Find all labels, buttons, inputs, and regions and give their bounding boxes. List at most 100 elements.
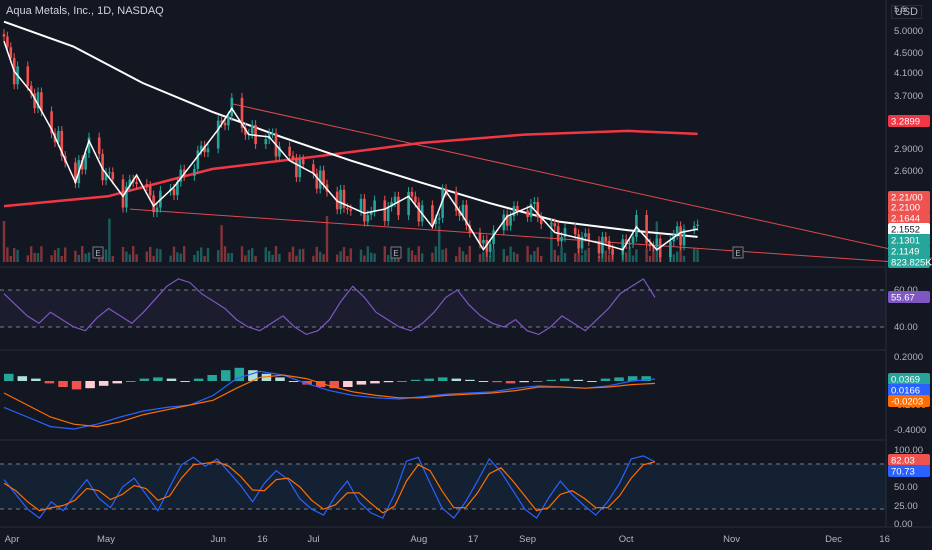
candle-body (390, 202, 393, 207)
macd-value-badge-text: -0.0203 (891, 397, 923, 408)
candle-body (431, 205, 434, 225)
volume-bar (230, 252, 233, 262)
volume-bar (366, 246, 369, 262)
macd-histogram-bar (85, 381, 95, 389)
price-badge: 2.1644 (888, 212, 930, 225)
candle-body (101, 153, 104, 181)
candle-body (121, 179, 125, 208)
stochastic-panel[interactable] (3, 455, 656, 519)
macd-histogram-bar (17, 376, 28, 381)
candle-body (458, 210, 461, 216)
volume-bar (74, 250, 77, 262)
volume-bar (274, 246, 278, 262)
volume-bar (315, 246, 318, 262)
macd-signal-line (3, 374, 656, 428)
volume-bar (26, 255, 29, 262)
candle-body (240, 97, 244, 128)
price-tick-label: 4.1000 (894, 68, 923, 79)
macd-histogram-bar (275, 377, 285, 381)
candle-body (407, 191, 410, 216)
macd-histogram-bar (153, 377, 163, 381)
volume-bar (33, 252, 36, 262)
volume-bar (53, 250, 57, 262)
price-tick-label: 2.9000 (894, 144, 923, 155)
volume-bar (172, 246, 176, 262)
macd-panel[interactable] (3, 367, 656, 430)
time-tick-label: Nov (723, 534, 740, 545)
volume-bar (81, 246, 84, 262)
macd-histogram-bar (546, 379, 556, 381)
volume-bar (693, 248, 696, 262)
volume-bar (465, 254, 468, 262)
volume-bar (203, 255, 206, 262)
volume-bar (125, 251, 128, 262)
candle-body (502, 214, 506, 231)
price-badge-bg (888, 234, 930, 246)
volume-bar (625, 252, 628, 262)
candle-body (601, 236, 604, 254)
candle-body (128, 179, 132, 187)
volume-bar (176, 252, 179, 262)
candle-body (227, 116, 230, 126)
volume-bar (244, 255, 247, 262)
time-tick-label: 16 (879, 534, 890, 545)
candle-body (176, 181, 179, 196)
macd-histogram-bar (31, 378, 41, 381)
candle-body (155, 207, 159, 213)
macd-histogram-bar (98, 381, 109, 386)
volume-bar (536, 247, 539, 262)
stoch-value-badge: 70.73 (888, 465, 930, 478)
candle-body (29, 85, 33, 94)
candle-body (587, 233, 591, 242)
volume-bar (342, 247, 346, 262)
candle-body (179, 169, 183, 182)
volume-bar (679, 246, 682, 262)
candle-body (145, 184, 149, 187)
candle-body (291, 156, 295, 159)
price-badge-bg (888, 245, 930, 257)
volume-bar (152, 255, 155, 262)
volume-bar (512, 252, 516, 262)
candle-body (271, 133, 274, 135)
candle-body (322, 170, 325, 185)
volume-bar (574, 253, 577, 262)
macd-histogram-bar (383, 381, 394, 383)
volume-bar (628, 246, 631, 262)
candle-body (288, 146, 291, 157)
volume-bar (159, 249, 162, 262)
candle-body (342, 189, 346, 208)
volume-bar (9, 255, 12, 262)
candle-body (488, 244, 492, 252)
volume-bar (676, 251, 679, 262)
price-badge-bg (888, 212, 930, 224)
ma-price-badge: 3.2899 (888, 115, 930, 128)
candle-body (40, 92, 43, 112)
time-tick-label: Aug (410, 534, 427, 545)
volume-bar (339, 251, 342, 262)
volume-bar (271, 254, 274, 262)
volume-bar (325, 216, 329, 262)
rsi-line (3, 278, 656, 336)
candle-body (244, 127, 247, 135)
rsi-panel[interactable] (3, 278, 656, 336)
price-badge-text: 2.1301 (891, 236, 920, 247)
volume-bar (319, 251, 322, 262)
volume-bar (587, 247, 590, 262)
volume-bar (302, 248, 305, 262)
volume-bar (346, 255, 349, 262)
price-badge: 2.2100 (888, 201, 930, 214)
candle-body (621, 239, 625, 255)
volume-bar (553, 249, 556, 262)
candle-body (492, 230, 495, 245)
currency-label[interactable]: USD (890, 5, 922, 19)
candle-body (441, 189, 444, 218)
macd-histogram-bar (641, 376, 651, 381)
volume-bar (200, 247, 203, 262)
volume-bar (696, 249, 699, 262)
volume-bar (417, 246, 420, 262)
time-tick-label: Jun (211, 534, 226, 545)
volume-bar (631, 255, 635, 262)
volume-bar (155, 248, 159, 262)
